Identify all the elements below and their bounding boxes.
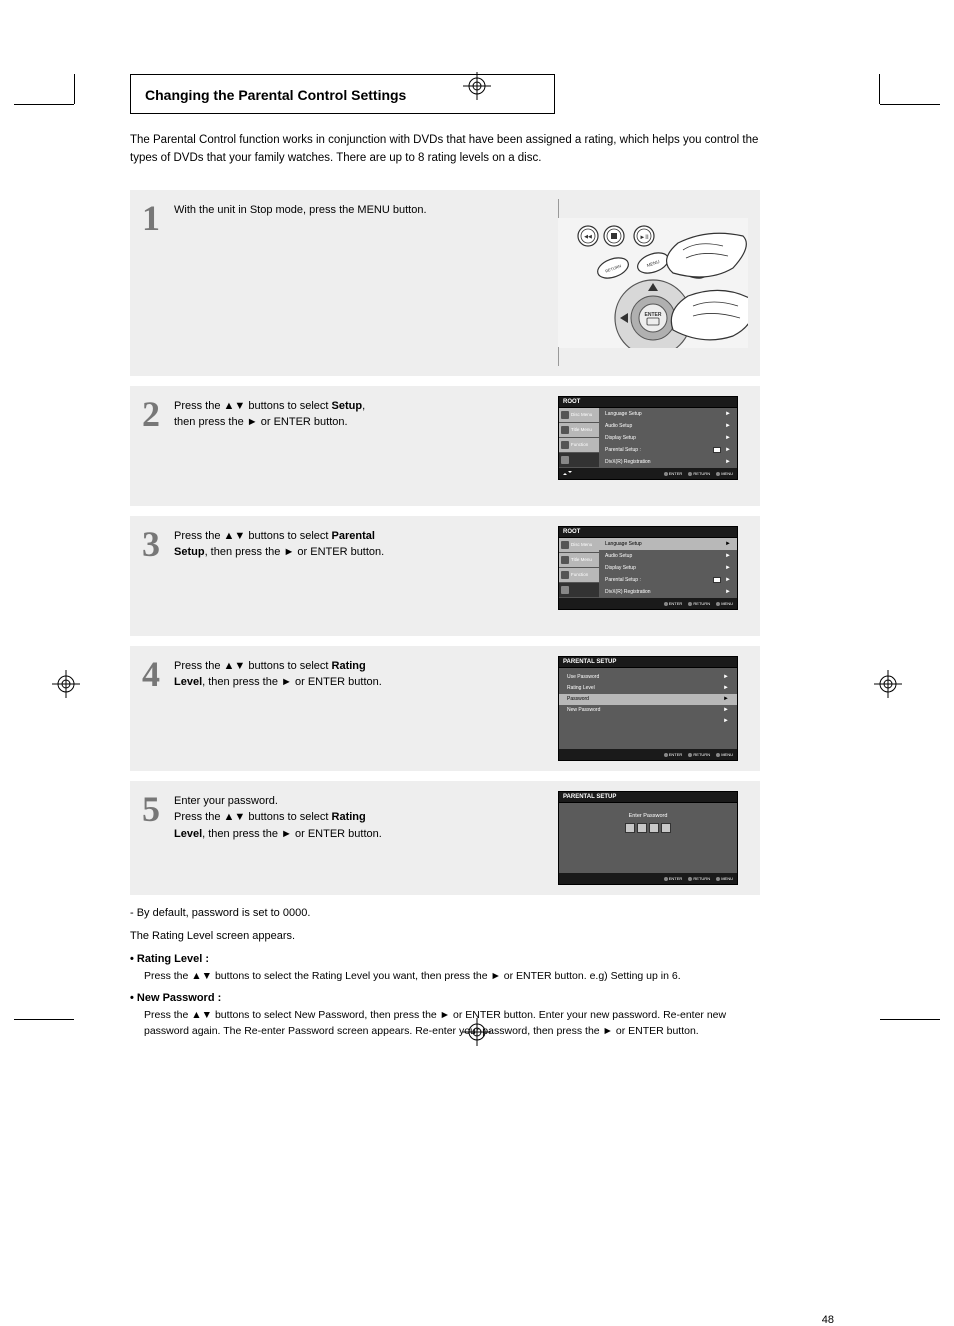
osd-tab: Title Menu [559, 423, 599, 438]
step-description: Press the ▲▼ buttons to select Setup,the… [174, 396, 365, 431]
step-description: Enter your password. Press the ▲▼ button… [174, 791, 382, 843]
osd-row: Password► [559, 694, 737, 705]
step-text: 5 Enter your password. Press the ▲▼ butt… [142, 791, 542, 843]
osd-menu: ROOT Disc Menu Title Menu Function Langu… [558, 526, 738, 610]
osd-row: ► [559, 716, 737, 727]
osd-title: ROOT [559, 397, 737, 408]
osd-tab-column: Disc Menu Title Menu Function [559, 408, 599, 468]
step-illustration: ◀◀ ►II RETURN MENU [558, 200, 748, 366]
step-illustration: ROOT Disc Menu Title Menu Function Langu… [558, 526, 748, 610]
osd-row: Parental Setup :► [599, 574, 737, 586]
password-body: Enter Password [559, 803, 737, 873]
osd-tab: Function [559, 568, 599, 583]
osd-title: ROOT [559, 527, 737, 538]
password-digit [637, 823, 647, 833]
bullet-body: Press the ▲▼ buttons to select New Passw… [130, 1007, 760, 1040]
remote-illustration: ◀◀ ►II RETURN MENU [558, 199, 748, 366]
note-line: The Rating Level screen appears. [130, 928, 760, 945]
continuation-text: - By default, password is set to 0000. T… [130, 905, 760, 1040]
osd-row: Parental Setup :► [599, 444, 737, 456]
registration-mark [463, 72, 491, 100]
osd-row: Language Setup► [599, 538, 737, 550]
osd-footer: ENTER RETURN MENU [559, 749, 737, 760]
osd-tab: Function [559, 438, 599, 453]
password-digit [661, 823, 671, 833]
osd-row: Audio Setup► [599, 420, 737, 432]
step: 4 Press the ▲▼ buttons to select RatingL… [130, 646, 760, 771]
osd-row: Language Setup► [599, 408, 737, 420]
step-number: 1 [142, 200, 174, 236]
password-digit [649, 823, 659, 833]
osd-menu: PARENTAL SETUP Use Password► Rating Leve… [558, 656, 738, 761]
osd-tab: Disc Menu [559, 538, 599, 553]
step-number: 2 [142, 396, 174, 432]
svg-text:►II: ►II [639, 235, 649, 241]
osd-rows: Use Password► Rating Level► Password► Ne… [559, 668, 737, 749]
registration-mark [52, 670, 80, 698]
osd-tab: Disc Menu [559, 408, 599, 423]
step-illustration: PARENTAL SETUP Enter Password ENTER [558, 791, 748, 885]
step: 2 Press the ▲▼ buttons to select Setup,t… [130, 386, 760, 506]
step-description: With the unit in Stop mode, press the ME… [174, 200, 427, 219]
osd-rows: Language Setup► Audio Setup► Display Set… [599, 408, 737, 468]
step-text: 3 Press the ▲▼ buttons to select Parenta… [142, 526, 542, 562]
step: 1 With the unit in Stop mode, press the … [130, 190, 760, 376]
osd-footer: ENTER RETURN MENU [559, 598, 737, 609]
crop-mark [880, 1019, 940, 1020]
content-column: Changing the Parental Control Settings T… [130, 74, 760, 1040]
bullet-heading: • Rating Level : [130, 951, 760, 968]
crop-mark [14, 104, 74, 105]
step-illustration: PARENTAL SETUP Use Password► Rating Leve… [558, 656, 748, 761]
osd-row: Audio Setup► [599, 550, 737, 562]
osd-tab [559, 583, 599, 598]
crop-mark [14, 1019, 74, 1020]
osd-tab: Title Menu [559, 553, 599, 568]
osd-row: Display Setup► [599, 432, 737, 444]
step-illustration: ROOT Disc Menu Title Menu Function Langu… [558, 396, 748, 480]
password-label: Enter Password [629, 813, 668, 819]
step-text: 2 Press the ▲▼ buttons to select Setup,t… [142, 396, 542, 432]
registration-mark [463, 1018, 491, 1046]
svg-text:◀◀: ◀◀ [584, 234, 592, 240]
step: 5 Enter your password. Press the ▲▼ butt… [130, 781, 760, 895]
osd-footer: ENTER RETURN MENU [559, 468, 737, 479]
page-number: 48 [822, 1314, 834, 1326]
osd-row: New Password► [559, 705, 737, 716]
osd-tab-column: Disc Menu Title Menu Function [559, 538, 599, 598]
step-description: Press the ▲▼ buttons to select RatingLev… [174, 656, 382, 691]
osd-title: PARENTAL SETUP [559, 792, 737, 803]
crop-mark [880, 104, 940, 105]
bullet-body: Press the ▲▼ buttons to select the Ratin… [130, 968, 760, 984]
osd-rows: Language Setup► Audio Setup► Display Set… [599, 538, 737, 598]
osd-row: DivX(R) Registration► [599, 456, 737, 468]
step-description: Press the ▲▼ buttons to select ParentalS… [174, 526, 384, 561]
osd-row: Display Setup► [599, 562, 737, 574]
intro-text: The Parental Control function works in c… [130, 132, 760, 168]
page: Changing the Parental Control Settings T… [0, 74, 954, 1040]
osd-footer: ENTER RETURN MENU [559, 873, 737, 884]
step-number: 5 [142, 791, 174, 827]
step-text: 4 Press the ▲▼ buttons to select RatingL… [142, 656, 542, 692]
step-number: 3 [142, 526, 174, 562]
osd-row: Rating Level► [559, 683, 737, 694]
osd-tab [559, 453, 599, 468]
osd-row: DivX(R) Registration► [599, 586, 737, 598]
osd-password-dialog: PARENTAL SETUP Enter Password ENTER [558, 791, 738, 885]
osd-row: Use Password► [559, 672, 737, 683]
step-number: 4 [142, 656, 174, 692]
bullet-heading: • New Password : [130, 990, 760, 1007]
password-boxes [625, 823, 671, 833]
note-line: - By default, password is set to 0000. [130, 905, 760, 922]
section-header: Changing the Parental Control Settings [130, 74, 555, 114]
osd-menu: ROOT Disc Menu Title Menu Function Langu… [558, 396, 738, 480]
svg-text:ENTER: ENTER [645, 312, 662, 318]
osd-title: PARENTAL SETUP [559, 657, 737, 668]
step: 3 Press the ▲▼ buttons to select Parenta… [130, 516, 760, 636]
registration-mark [874, 670, 902, 698]
password-digit [625, 823, 635, 833]
step-text: 1 With the unit in Stop mode, press the … [142, 200, 542, 236]
